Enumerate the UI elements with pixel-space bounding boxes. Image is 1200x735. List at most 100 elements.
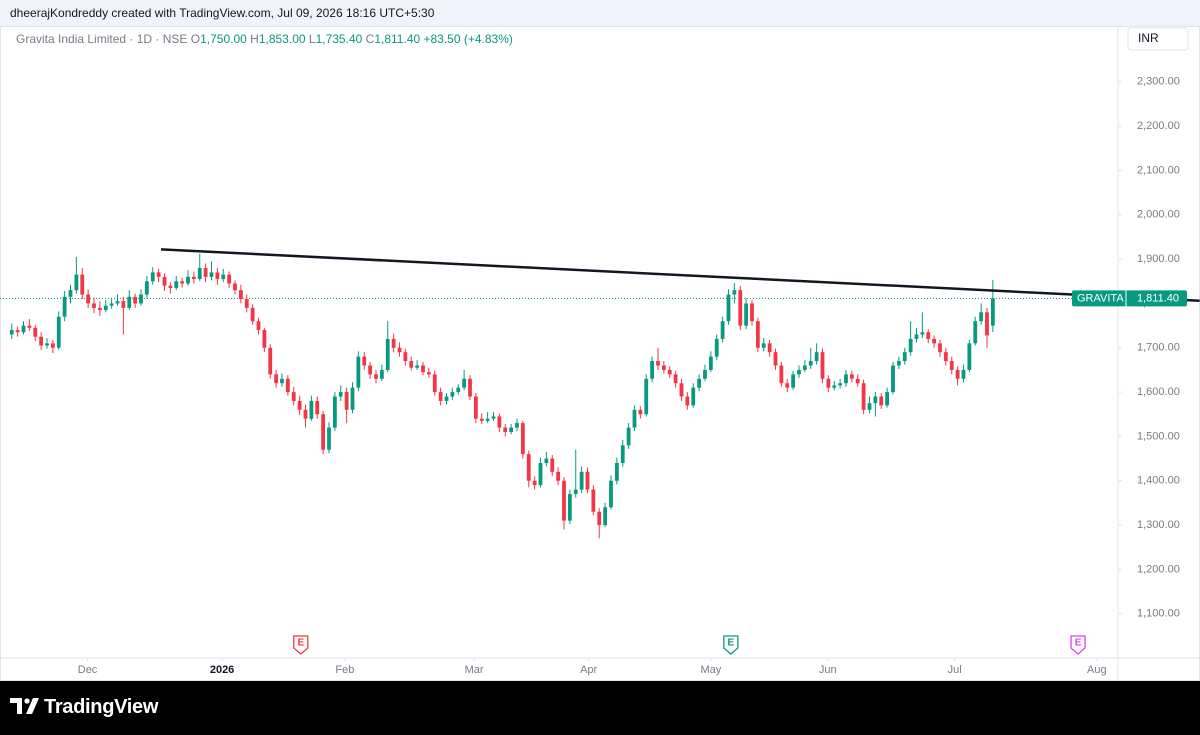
candle-body — [985, 312, 989, 336]
candle-body — [902, 352, 907, 362]
candle-body — [385, 338, 390, 370]
event-marker — [1070, 635, 1086, 655]
x-tick-label: 2026 — [210, 664, 234, 676]
x-tick-label: Jun — [819, 664, 837, 676]
plot-frame — [0, 26, 1200, 681]
logo — [10, 698, 39, 714]
candle-body — [227, 274, 232, 284]
candle-body — [74, 274, 79, 291]
candle-body — [832, 385, 837, 388]
candle-body — [168, 285, 173, 288]
x-tick-label: Feb — [335, 664, 354, 676]
candle-body — [761, 343, 766, 348]
candle-body — [644, 378, 649, 415]
o-key: O — [190, 32, 201, 46]
candle-body — [350, 387, 355, 410]
candle-body — [233, 283, 237, 291]
candle-body — [961, 369, 966, 379]
candle-body — [15, 330, 20, 333]
y-tick-label: 2,300.00 — [1137, 76, 1180, 88]
candle-body — [714, 338, 719, 357]
y-tick-label: 1,200.00 — [1137, 563, 1180, 575]
candle-body — [456, 387, 461, 393]
candle-body — [280, 378, 284, 384]
candle-body — [726, 294, 731, 322]
candle-body — [133, 296, 138, 304]
candle-body — [720, 321, 725, 339]
candle-body — [327, 427, 331, 450]
candle-body — [468, 378, 472, 397]
candle-body — [503, 427, 508, 432]
candle-body — [579, 471, 584, 490]
candle-body — [356, 356, 361, 388]
y-tick-label: 1,600.00 — [1137, 386, 1180, 398]
candle-body — [650, 361, 655, 379]
candle-body — [391, 338, 396, 348]
candle-body — [520, 423, 525, 455]
x-tick-label: Aug — [1087, 664, 1107, 676]
candle-body — [45, 343, 49, 346]
event-marker — [293, 635, 309, 655]
candle-body — [197, 267, 202, 280]
candle-body — [256, 321, 261, 331]
candle-body — [491, 416, 496, 419]
candle-body — [638, 409, 643, 415]
candle-body — [221, 274, 226, 280]
candle-body — [603, 507, 608, 526]
x-tick-label: Jul — [948, 664, 962, 676]
candle-body — [97, 307, 102, 311]
candle-body — [203, 267, 208, 277]
candle-body — [426, 372, 431, 375]
candle-body — [21, 325, 26, 333]
candle-body — [421, 365, 425, 373]
candle-body — [744, 303, 749, 326]
y-tick-label: 2,200.00 — [1137, 120, 1180, 132]
candle-body — [573, 489, 578, 495]
candle-body — [150, 272, 155, 282]
candle-body — [656, 361, 660, 366]
candle-body — [979, 312, 984, 322]
candle-body — [826, 378, 831, 388]
candle-body — [462, 378, 467, 388]
candle-body — [773, 352, 778, 366]
event-label: E — [297, 638, 304, 649]
candle-body — [80, 274, 85, 295]
candle-body — [896, 361, 901, 366]
candle-body — [409, 361, 414, 368]
candle-body — [855, 378, 860, 384]
x-tick-label: Mar — [465, 664, 484, 676]
candle-body — [585, 471, 590, 490]
candle-body — [274, 374, 279, 384]
candle-body — [509, 427, 514, 432]
candle-body — [703, 369, 707, 379]
candle-body — [879, 396, 884, 406]
candle-body — [485, 418, 490, 421]
candle-body — [450, 392, 455, 397]
candle-body — [109, 303, 114, 306]
candle-body — [885, 392, 890, 406]
candle-body — [838, 383, 843, 386]
x-tick-label: May — [700, 664, 721, 676]
candle-body — [303, 409, 308, 419]
candle-body — [538, 462, 543, 486]
candle-body — [732, 290, 737, 295]
candle-body — [814, 352, 819, 362]
candle-body — [708, 356, 713, 370]
candle-body — [62, 296, 67, 317]
candle-body — [914, 334, 919, 339]
candle-body — [908, 338, 913, 353]
candle-body — [955, 369, 960, 379]
candle-body — [990, 298, 995, 326]
candle-body — [397, 347, 402, 353]
candle-body — [755, 321, 760, 348]
candle-body — [144, 281, 149, 295]
price-tag-name: GRAVITA — [1077, 292, 1124, 304]
candle-body — [802, 365, 807, 370]
candle-body — [191, 276, 196, 280]
candle-body — [139, 294, 143, 304]
candle-body — [321, 414, 326, 450]
y-tick-label: 1,300.00 — [1137, 519, 1180, 531]
candle-body — [667, 369, 672, 375]
footer: TradingView — [0, 681, 1200, 735]
candle-body — [432, 374, 437, 393]
